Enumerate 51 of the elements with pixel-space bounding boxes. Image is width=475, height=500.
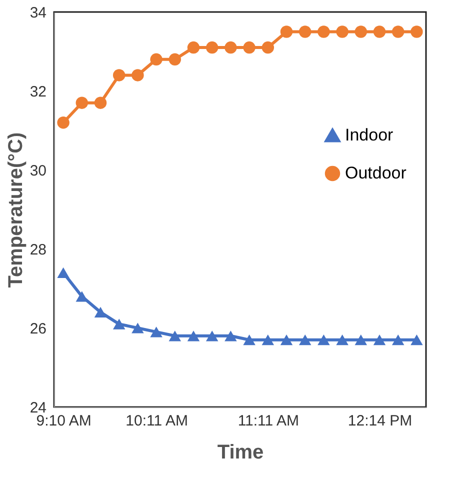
point	[354, 334, 368, 346]
point	[94, 306, 107, 318]
point	[132, 69, 144, 82]
x-tick-label: 12:14 PM	[348, 412, 412, 430]
point	[392, 26, 404, 38]
point	[168, 330, 182, 342]
point	[243, 334, 256, 346]
point	[354, 26, 368, 38]
point	[76, 96, 88, 109]
point	[280, 26, 293, 38]
point	[243, 41, 256, 54]
point	[318, 26, 330, 38]
point	[224, 330, 237, 342]
y-tick-label: 26	[30, 320, 46, 338]
point	[298, 334, 312, 346]
y-tick-label: 28	[30, 242, 46, 258]
point	[262, 334, 274, 346]
point	[410, 334, 423, 346]
point	[224, 41, 237, 54]
point	[150, 326, 162, 338]
legend-label: Indoor	[345, 126, 394, 144]
point	[373, 26, 386, 38]
y-tick-label: 32	[30, 84, 46, 100]
x-tick-label: 11:11 AM	[238, 412, 299, 430]
y-tick-label: 30	[30, 162, 46, 180]
y-tick-label: 34	[30, 4, 46, 22]
point	[318, 334, 330, 346]
point	[410, 26, 423, 38]
point	[132, 322, 144, 334]
point	[392, 334, 404, 346]
point	[262, 41, 274, 54]
point	[168, 53, 182, 66]
point	[280, 334, 293, 346]
point	[206, 41, 218, 54]
point	[112, 318, 126, 330]
point	[206, 330, 218, 342]
point	[373, 334, 386, 346]
legend-label: Outdoor	[345, 164, 407, 182]
point	[336, 26, 348, 38]
y-axis-title: Temperature(°C)	[4, 132, 27, 288]
x-axis-title: Time	[217, 442, 264, 464]
point	[187, 330, 200, 342]
point	[187, 41, 200, 54]
point	[150, 53, 162, 66]
point	[336, 334, 348, 346]
point	[94, 96, 107, 109]
x-tick-label: 10:11 AM	[126, 412, 188, 430]
point	[57, 267, 70, 278]
point	[57, 116, 70, 129]
point	[298, 26, 312, 38]
point	[112, 69, 126, 82]
